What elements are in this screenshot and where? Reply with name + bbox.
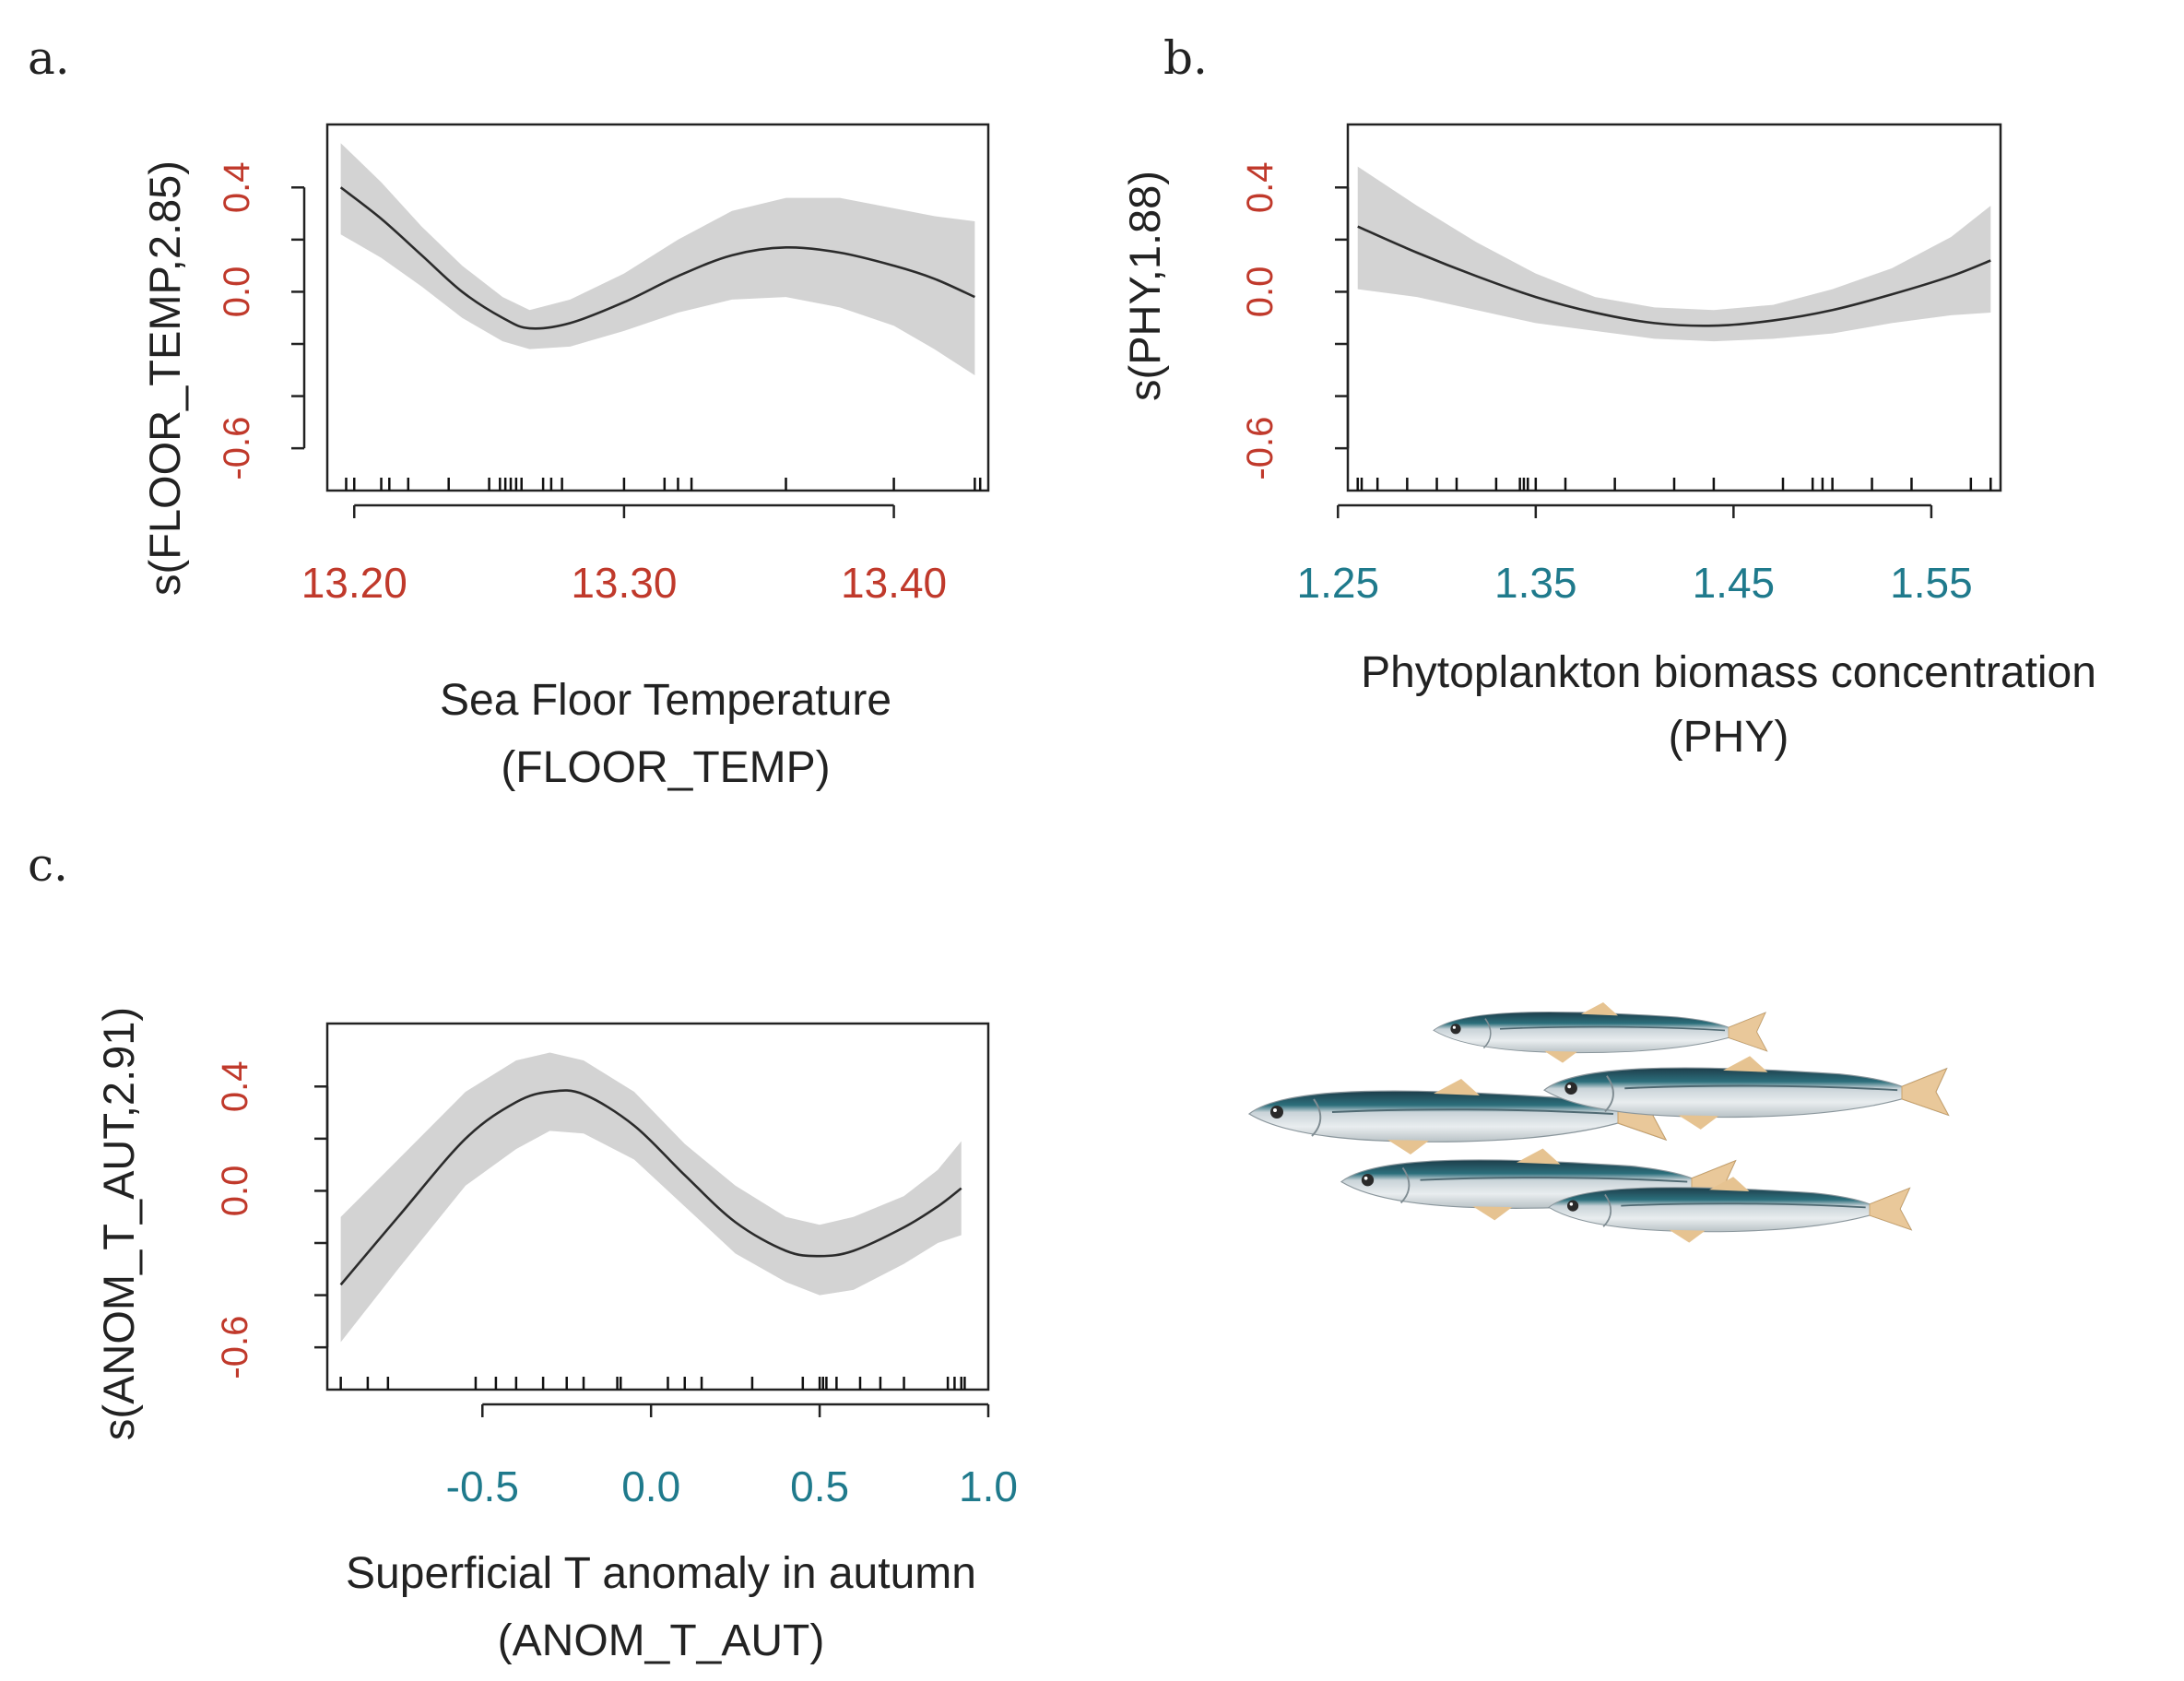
x-tick-label: 1.25 xyxy=(1297,559,1380,607)
x-tick-label: 13.30 xyxy=(571,559,677,607)
panel-letter-c: c. xyxy=(28,838,68,892)
x-tick-label: 1.45 xyxy=(1693,559,1776,607)
plot-frame xyxy=(325,123,990,492)
panel-letter-b: b. xyxy=(1163,31,1208,85)
xlabel-c-variable: (ANOM_T_AUT) xyxy=(498,1616,825,1665)
y-tick-label: 0.0 xyxy=(1240,266,1281,318)
smooth-effect-line xyxy=(339,186,975,330)
xlabel-a: Sea Floor Temperature xyxy=(440,676,891,725)
y-tick-label: -0.6 xyxy=(1240,417,1281,480)
plot-panel-b: 1.25 1.35 1.45 1.55 -0.6 0.0 0.4 xyxy=(1240,123,2002,607)
xlabel-b: Phytoplankton biomass concentration xyxy=(1361,648,2096,697)
x-tick-label: 1.35 xyxy=(1494,559,1577,607)
xlabel-a-variable: (FLOOR_TEMP) xyxy=(501,743,830,792)
smooth-effect-line xyxy=(339,1089,962,1286)
smooth-effect-line xyxy=(1357,225,1991,327)
x-tick-label: 13.40 xyxy=(841,559,947,607)
y-tick-label: 0.4 xyxy=(217,161,257,213)
y-tick-label: -0.6 xyxy=(217,417,257,480)
x-tick-label: 1.0 xyxy=(959,1462,1018,1510)
y-tick-label: 0.4 xyxy=(215,1060,255,1112)
y-tick-label: 0.0 xyxy=(215,1166,255,1217)
anchovy-school-illustration xyxy=(1248,1001,1950,1244)
confidence-band xyxy=(1357,166,1991,342)
panel-letter-a: a. xyxy=(28,31,70,85)
fish-1 xyxy=(1433,1001,1768,1064)
x-tick-label: 0.0 xyxy=(621,1462,680,1510)
y-tick-label: 0.4 xyxy=(1240,161,1281,213)
y-tick-label: 0.0 xyxy=(217,266,257,318)
x-tick-label: -0.5 xyxy=(446,1462,519,1510)
confidence-band xyxy=(340,1052,962,1343)
xlabel-c: Superficial T anomaly in autumn xyxy=(346,1549,976,1598)
x-tick-label: 0.5 xyxy=(790,1462,849,1510)
x-tick-label: 13.20 xyxy=(301,559,407,607)
x-tick-label: 1.55 xyxy=(1890,559,1973,607)
ylabel-c: s(ANOM_T_AUT,2.91) xyxy=(94,1007,143,1440)
ylabel-b: s(PHY,1.88) xyxy=(1120,171,1169,401)
xlabel-b-variable: (PHY) xyxy=(1669,713,1789,762)
ylabel-a: s(FLOOR_TEMP,2.85) xyxy=(140,160,189,596)
y-tick-label: -0.6 xyxy=(215,1316,255,1379)
plot-panel-a: 13.20 13.30 13.40 -0.6 0.0 0.4 xyxy=(217,123,990,607)
confidence-band xyxy=(340,143,975,375)
plot-panel-c: -0.5 0.0 0.5 1.0 -0.6 0.0 0.4 xyxy=(215,1022,1018,1510)
